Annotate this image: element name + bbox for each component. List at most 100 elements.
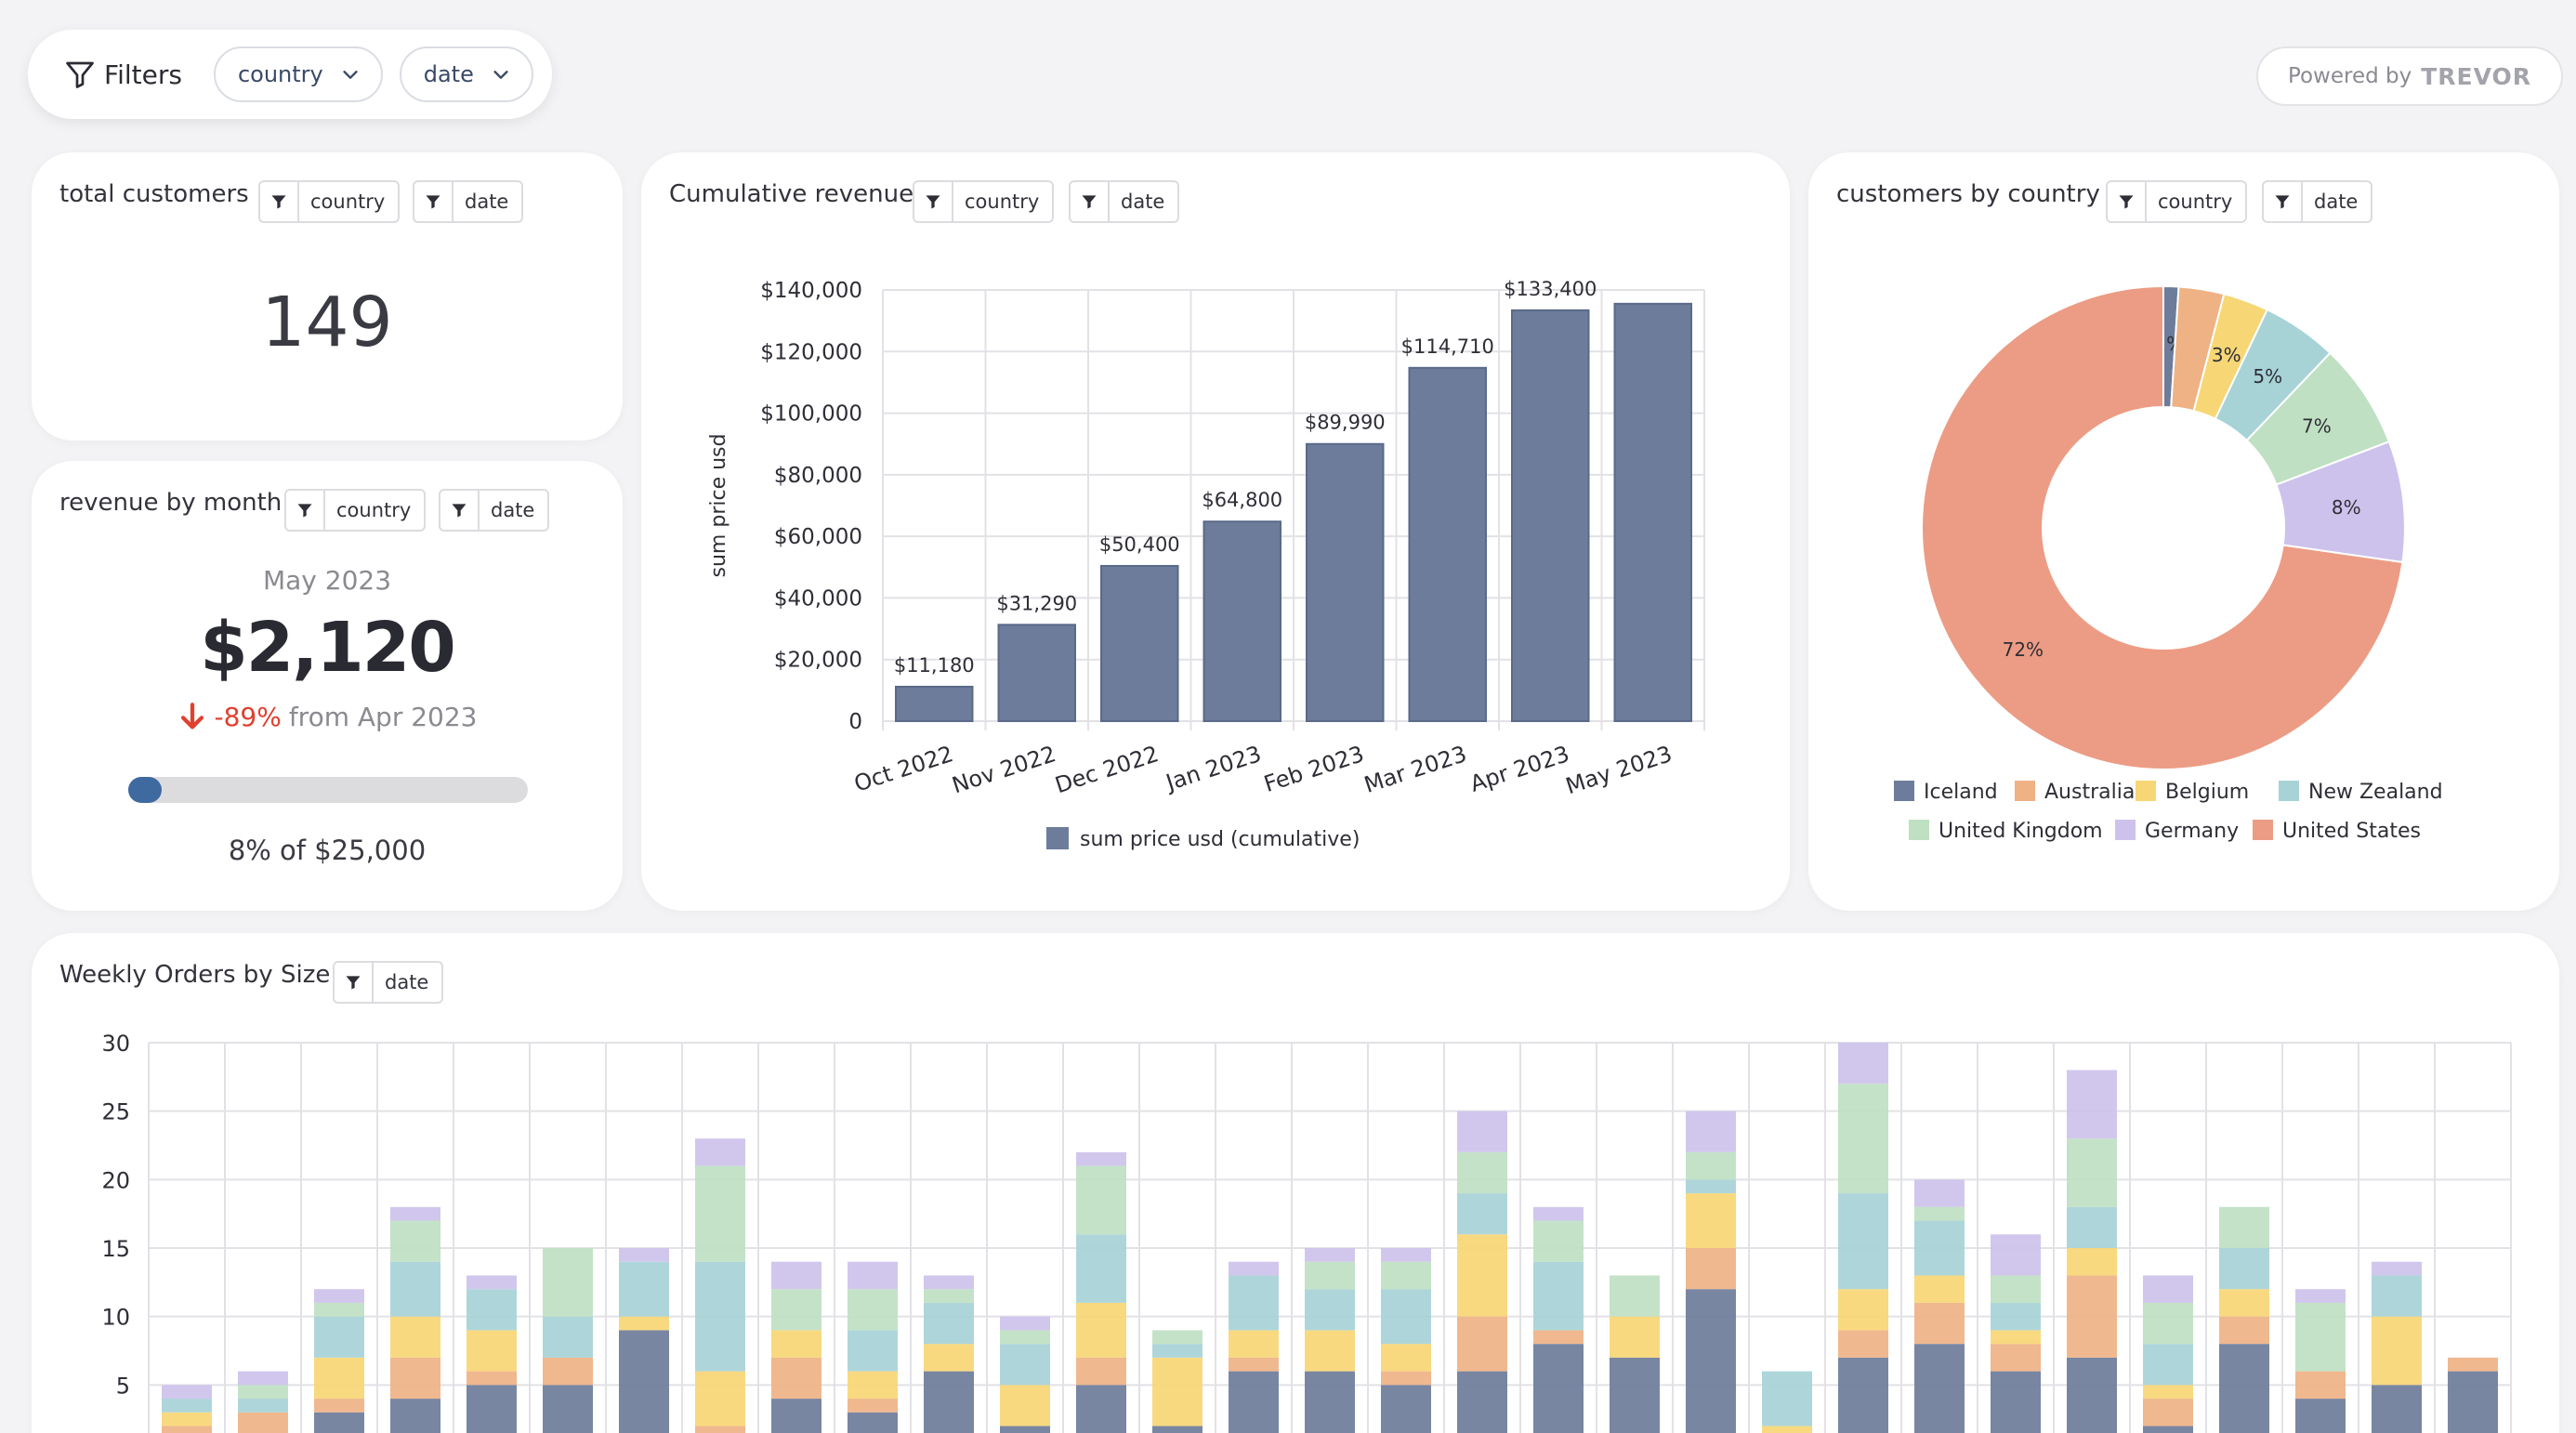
bar-segment [2219, 1206, 2269, 1248]
legend-label: New Zealand [2308, 781, 2443, 804]
country-chip[interactable]: country [913, 180, 1055, 223]
legend-label: Belgium [2165, 781, 2249, 804]
filters-button[interactable]: Filters [63, 58, 182, 91]
bar-segment [2143, 1399, 2193, 1426]
legend-label: sum price usd (cumulative) [1080, 828, 1360, 851]
bar-segment [1686, 1111, 1736, 1152]
filter-icon [2275, 195, 2290, 209]
bar-segment [162, 1385, 212, 1400]
bar-segment [1152, 1357, 1203, 1426]
customers-by-country-card: customers by country country date 1% 3% 5%… [1808, 152, 2559, 911]
bar-segment [1991, 1330, 2041, 1345]
progress-fill [128, 777, 162, 803]
bar-segment [1305, 1371, 1355, 1433]
cumulative-revenue-chart: 0 $20,000 $40,000 $60,000 $80,000 $100,000 $12… [707, 278, 1705, 851]
bar-segment [695, 1165, 745, 1262]
bar-segment [543, 1316, 593, 1358]
filter-icon [452, 504, 467, 518]
bar-segment [1991, 1275, 2041, 1303]
bar-segment [1229, 1275, 1279, 1331]
bar-segment [1305, 1330, 1355, 1372]
progress-bar [128, 777, 528, 803]
legend-swatch [2253, 820, 2273, 840]
kpi-change-percent: -89% [214, 701, 282, 732]
bar-segment [1152, 1330, 1203, 1345]
bar-segment [162, 1426, 212, 1433]
country-chip[interactable]: country [2106, 180, 2248, 223]
y-tick-label: $80,000 [774, 464, 862, 488]
chip-label: date [491, 499, 535, 521]
bar-segment [238, 1412, 288, 1433]
total-customers-card: total customers country date 149 [32, 152, 623, 440]
bar [1306, 442, 1385, 722]
date-chip[interactable]: date [413, 180, 524, 223]
bar-segment [1914, 1275, 1965, 1303]
bar-segment [1152, 1426, 1203, 1433]
country-filter-label: country [237, 61, 323, 87]
weekly-orders-card: Weekly Orders by Size date 5 10 15 20 25 30 [32, 933, 2559, 1433]
legend-label: Australia [2044, 781, 2135, 804]
x-tick-label: Jan 2023 [1162, 741, 1265, 796]
legend-label: Germany [2145, 820, 2239, 843]
bar-segment [848, 1412, 898, 1433]
weekly-orders-chart: 5 10 15 20 25 30 [101, 1031, 2512, 1433]
chip-label: date [1121, 191, 1165, 213]
slice-label: 7% [2302, 414, 2332, 437]
chip-label: country [2158, 191, 2233, 213]
bar-segment [1152, 1344, 1203, 1358]
bar-segment [771, 1261, 821, 1290]
country-chip[interactable]: country [284, 489, 427, 532]
bar [1613, 302, 1692, 723]
date-chip[interactable]: date [2262, 180, 2373, 223]
bar-segment [1838, 1330, 1888, 1358]
bar-segment [1457, 1111, 1507, 1152]
date-chip[interactable]: date [1069, 180, 1180, 223]
date-chip[interactable]: date [439, 489, 550, 532]
date-filter-label: date [423, 61, 474, 87]
bar-segment [2143, 1344, 2193, 1386]
bar-segment [1686, 1248, 1736, 1290]
bar-segment [1838, 1043, 1888, 1085]
powered-by-badge[interactable]: Powered by TREVOR [2256, 46, 2563, 106]
bar-segment [2067, 1138, 2117, 1207]
filter-icon [926, 195, 940, 209]
arrow-down-icon [181, 703, 204, 730]
kpi-change: -89% from Apr 2023 [32, 701, 623, 732]
y-tick-label: 10 [101, 1305, 130, 1331]
bar-segment [1229, 1371, 1279, 1433]
legend-swatch [2115, 820, 2136, 840]
bar-segment [2372, 1316, 2422, 1386]
bar-segment [1991, 1234, 2041, 1276]
y-tick-label: $20,000 [774, 649, 862, 673]
bar-segment [467, 1275, 517, 1290]
bar [997, 624, 1076, 722]
bar-segment [771, 1399, 821, 1433]
country-filter-dropdown[interactable]: country [213, 46, 383, 102]
country-chip[interactable]: country [258, 180, 401, 223]
bar-segment [543, 1248, 593, 1317]
bar-segment [1381, 1248, 1431, 1262]
cumulative-revenue-card: Cumulative revenue country date 0 $20,000… [641, 152, 1790, 911]
bar-segment [1457, 1371, 1507, 1433]
legend-swatch [1909, 820, 1929, 840]
bar-segment [1381, 1371, 1431, 1386]
total-customers-value: 149 [261, 283, 393, 362]
slice-label: 3% [2212, 344, 2241, 366]
data-label: $89,990 [1305, 412, 1386, 434]
bar-segment [1762, 1371, 1812, 1426]
card-title: revenue by month [59, 489, 283, 517]
date-chip[interactable]: date [333, 961, 444, 1004]
legend-swatch [1894, 781, 1914, 801]
bar-segment [771, 1357, 821, 1400]
bar-segment [1610, 1357, 1660, 1433]
bar-segment [1762, 1426, 1812, 1433]
bar-segment [1076, 1302, 1126, 1358]
y-tick-label: 20 [101, 1167, 130, 1193]
card-title: Cumulative revenue [669, 180, 914, 208]
bar-segment [924, 1371, 974, 1433]
bar-segment [467, 1289, 517, 1331]
date-filter-dropdown[interactable]: date [399, 46, 533, 102]
bar-segment [543, 1357, 593, 1386]
bar-segment [1686, 1151, 1736, 1180]
bar-segment [1457, 1193, 1507, 1235]
